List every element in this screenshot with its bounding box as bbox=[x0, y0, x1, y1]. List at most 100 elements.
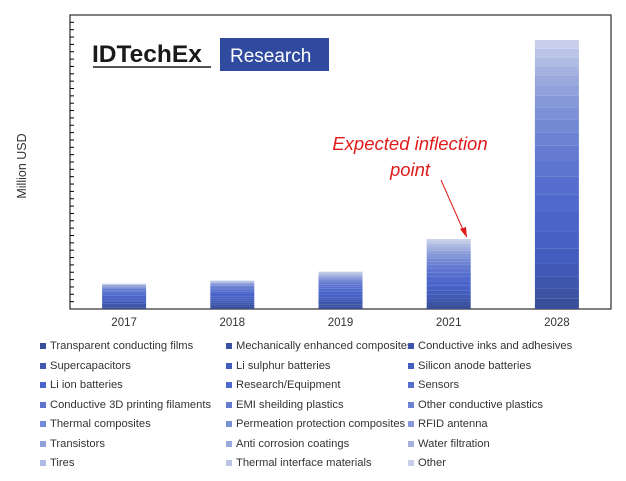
bar-segment bbox=[210, 283, 254, 284]
bar-segment bbox=[535, 66, 579, 75]
legend-item: Mechanically enhanced composites bbox=[226, 338, 408, 355]
legend-label: Thermal interface materials bbox=[236, 457, 372, 469]
bar-segment bbox=[319, 275, 363, 276]
legend-swatch bbox=[408, 441, 414, 447]
bar-segment bbox=[535, 49, 579, 58]
legend-swatch bbox=[226, 402, 232, 408]
bar-segment bbox=[535, 75, 579, 85]
bar-segment bbox=[427, 290, 471, 294]
legend-label: Tires bbox=[50, 457, 74, 469]
legend-label: Water filtration bbox=[418, 438, 490, 450]
legend-label: Transistors bbox=[50, 438, 105, 450]
legend-swatch bbox=[40, 382, 46, 388]
legend-label: Silicon anode batteries bbox=[418, 360, 531, 372]
bar-segment bbox=[427, 244, 471, 246]
bar-segment bbox=[210, 296, 254, 298]
bar-segment bbox=[319, 284, 363, 286]
legend-item: Silicon anode batteries bbox=[408, 358, 626, 375]
legend-label: Conductive 3D printing filaments bbox=[50, 399, 211, 411]
legend-swatch bbox=[226, 382, 232, 388]
bar-segment bbox=[535, 146, 579, 161]
bar-segment bbox=[102, 285, 146, 286]
bar-segment bbox=[535, 263, 579, 276]
bar-segment bbox=[210, 284, 254, 285]
legend-item: Water filtration bbox=[408, 436, 626, 453]
bar-segment bbox=[102, 293, 146, 295]
bar-segment bbox=[427, 276, 471, 281]
bar-2018 bbox=[210, 280, 254, 309]
bar-segment bbox=[102, 307, 146, 309]
bar-segment bbox=[210, 286, 254, 287]
bar-segment bbox=[210, 282, 254, 283]
legend-label: Li sulphur batteries bbox=[236, 360, 331, 372]
bar-segment bbox=[535, 277, 579, 289]
bar-segment bbox=[319, 273, 363, 274]
legend-item: Thermal composites bbox=[40, 416, 226, 433]
bar-segment bbox=[102, 292, 146, 294]
legend-label: Transparent conducting films bbox=[50, 340, 193, 352]
legend: Transparent conducting films Mechanically… bbox=[40, 338, 626, 472]
legend-swatch bbox=[40, 402, 46, 408]
bar-2028 bbox=[535, 40, 579, 309]
bar-segment bbox=[427, 268, 471, 272]
bar-segment bbox=[427, 251, 471, 254]
legend-swatch bbox=[226, 343, 232, 349]
bar-segment bbox=[102, 286, 146, 287]
legend-label: Other bbox=[418, 457, 446, 469]
x-tick-label: 2017 bbox=[111, 317, 137, 329]
bar-segment bbox=[319, 276, 363, 277]
bar-segment bbox=[102, 298, 146, 300]
legend-label: Permeation protection composites bbox=[236, 418, 405, 430]
y-axis-ticks bbox=[70, 15, 74, 309]
bar-segment bbox=[535, 108, 579, 120]
legend-label: RFID antenna bbox=[418, 418, 488, 430]
annotation-line1: Expected inflection bbox=[332, 133, 487, 154]
bar-segment bbox=[210, 294, 254, 296]
bar-segment bbox=[535, 161, 579, 177]
bar-segment bbox=[102, 288, 146, 289]
legend-label: EMI sheilding plastics bbox=[236, 399, 344, 411]
legend-swatch bbox=[40, 421, 46, 427]
legend-item: Transistors bbox=[40, 436, 226, 453]
legend-item: Other bbox=[408, 455, 626, 472]
legend-swatch bbox=[226, 421, 232, 427]
bar-segment bbox=[319, 302, 363, 304]
legend-item: Anti corrosion coatings bbox=[226, 436, 408, 453]
legend-swatch bbox=[40, 460, 46, 466]
bar-segment bbox=[319, 300, 363, 302]
legend-item: Transparent conducting films bbox=[40, 338, 226, 355]
bar-segment bbox=[319, 280, 363, 281]
bar-segment bbox=[427, 239, 471, 241]
logo-name: IDTechEx bbox=[92, 41, 202, 68]
bar-segment bbox=[319, 295, 363, 298]
legend-swatch bbox=[40, 441, 46, 447]
legend-label: Anti corrosion coatings bbox=[236, 438, 349, 450]
bar-segment bbox=[210, 285, 254, 286]
bar-segment bbox=[535, 194, 579, 212]
bar-segment bbox=[427, 262, 471, 265]
bar-segment bbox=[102, 285, 146, 286]
legend-item: Conductive inks and adhesives bbox=[408, 338, 626, 355]
legend-swatch bbox=[226, 363, 232, 369]
bar-segment bbox=[427, 248, 471, 250]
bar-segment bbox=[210, 290, 254, 292]
legend-label: Sensors bbox=[418, 379, 459, 391]
legend-swatch bbox=[408, 343, 414, 349]
bar-2017 bbox=[102, 284, 146, 309]
bar-segment bbox=[319, 273, 363, 274]
legend-swatch bbox=[408, 363, 414, 369]
bar-segment bbox=[535, 133, 579, 146]
bar-segment bbox=[427, 281, 471, 286]
bar-segment bbox=[535, 119, 579, 132]
bar-segment bbox=[319, 307, 363, 309]
bar-segment bbox=[535, 299, 579, 309]
bar-segment bbox=[102, 300, 146, 302]
bar-segment bbox=[102, 305, 146, 307]
x-tick-label: 2021 bbox=[436, 317, 462, 329]
bar-segment bbox=[102, 287, 146, 288]
bar-segment bbox=[210, 305, 254, 307]
legend-swatch bbox=[408, 382, 414, 388]
legend-item: Conductive 3D printing filaments bbox=[40, 397, 226, 414]
bar-segment bbox=[210, 303, 254, 305]
bar-segment bbox=[319, 277, 363, 278]
